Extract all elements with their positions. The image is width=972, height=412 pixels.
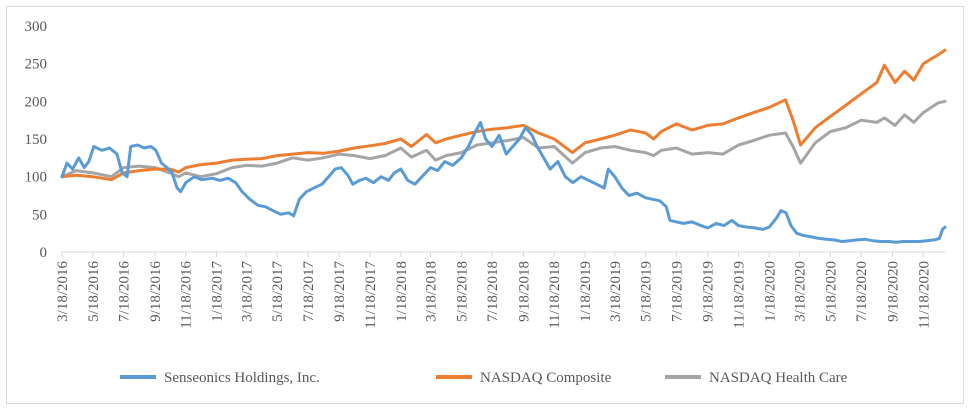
x-tick-label: 7/18/2016 [117, 261, 133, 322]
x-tick-label: 7/18/2018 [485, 261, 501, 322]
x-tick-label: 9/18/2020 [885, 261, 901, 322]
x-tick-label: 5/18/2016 [86, 261, 102, 322]
x-tick-label: 11/18/2018 [547, 261, 563, 329]
x-tick-label: 3/18/2016 [55, 261, 71, 322]
x-axis: 3/18/2016 5/18/2016 7/18/2016 9/18/2016 11/1… [55, 251, 945, 329]
x-tick-label: 5/18/2017 [270, 261, 286, 322]
legend: Senseonics Holdings, Inc. NASDAQ Composit… [120, 370, 848, 386]
x-tick-label: 7/18/2017 [301, 261, 317, 322]
x-tick-label: 11/18/2017 [363, 261, 379, 329]
x-tick-label: 3/18/2017 [239, 261, 255, 322]
x-tick-label: 1/18/2019 [578, 261, 594, 322]
x-tick-label: 11/18/2019 [732, 261, 748, 329]
x-tick-label: 9/18/2018 [516, 261, 532, 322]
x-tick-label: 9/18/2016 [148, 261, 164, 322]
chart-frame [6, 6, 964, 404]
x-tick-label: 11/18/2020 [916, 261, 932, 329]
x-tick-label: 3/18/2020 [793, 261, 809, 322]
y-tick-label: 100 [25, 170, 48, 186]
y-tick-label: 250 [25, 57, 48, 73]
y-tick-label: 300 [25, 19, 48, 35]
legend-label: NASDAQ Health Care [709, 370, 848, 386]
x-tick-label: 3/18/2018 [424, 261, 440, 322]
y-axis: 0 50 100 150 200 250 300 [25, 19, 48, 261]
x-tick-label: 3/18/2019 [608, 261, 624, 322]
x-tick-label: 1/18/2018 [394, 261, 410, 322]
series-line-nasdaq-composite [60, 48, 947, 182]
y-tick-label: 150 [25, 132, 48, 148]
x-tick-label: 9/18/2019 [701, 261, 717, 322]
x-tick-label: 7/18/2019 [669, 261, 685, 322]
x-tick-label: 9/18/2017 [332, 261, 348, 322]
x-tick-label: 11/18/2016 [179, 261, 195, 329]
series-line-senseonics-holdings-inc [60, 120, 947, 244]
x-tick-label: 1/18/2020 [762, 261, 778, 322]
y-tick-label: 50 [32, 207, 47, 223]
x-tick-label: 5/18/2019 [639, 261, 655, 322]
y-tick-label: 0 [40, 245, 48, 261]
y-tick-label: 200 [25, 94, 48, 110]
legend-label: Senseonics Holdings, Inc. [164, 370, 320, 386]
x-tick-label: 5/18/2018 [454, 261, 470, 322]
legend-item: Senseonics Holdings, Inc. [120, 370, 320, 386]
legend-label: NASDAQ Composite [480, 370, 612, 386]
x-tick-label: 7/18/2020 [854, 261, 870, 322]
series-line-nasdaq-health-care [60, 99, 947, 179]
legend-item: NASDAQ Composite [436, 370, 612, 386]
legend-item: NASDAQ Health Care [665, 370, 848, 386]
x-tick-label: 5/18/2020 [823, 261, 839, 322]
x-tick-label: 1/18/2017 [209, 261, 225, 322]
plot-area [60, 48, 947, 244]
